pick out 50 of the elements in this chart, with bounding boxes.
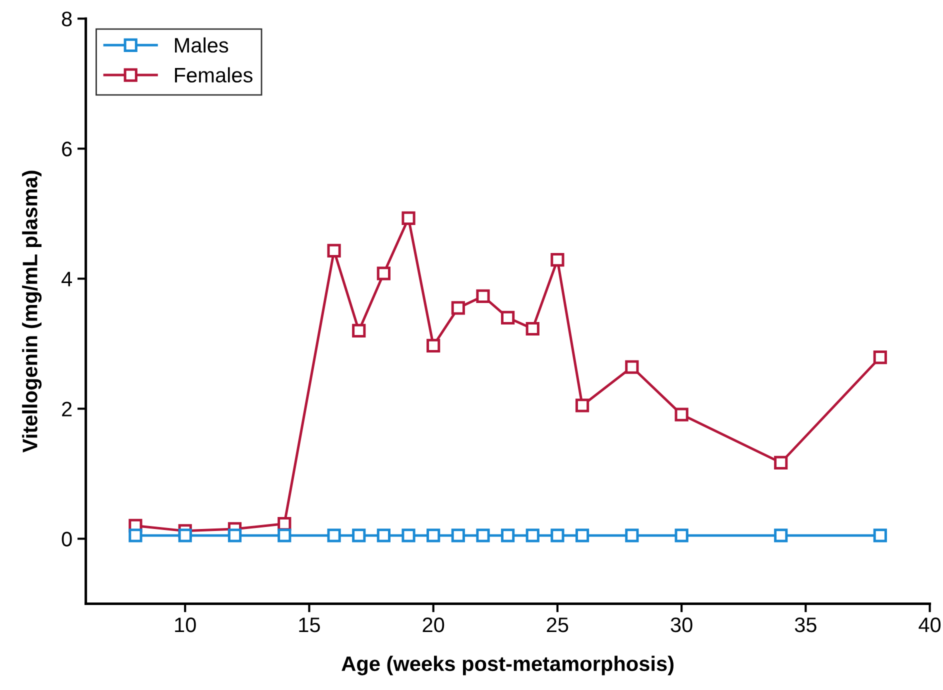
x-tick-label: 15 [299,618,320,632]
point [327,528,341,542]
point [228,528,242,542]
point [625,360,639,374]
y-tick-label: 4 [62,272,72,286]
point [501,310,515,324]
point [327,244,341,258]
x-tick-label: 20 [422,617,444,632]
point [873,528,887,542]
x-tick-label: 30 [670,617,692,632]
point [774,528,788,542]
legend-label: Females [175,67,252,83]
point [352,324,366,338]
point [451,528,465,542]
point [376,266,390,280]
point [550,528,564,542]
x-axis-title: Age (weeks post-metamorphosis) [342,656,674,676]
point [575,398,590,412]
point [625,528,639,542]
point [426,338,440,352]
point [575,528,590,542]
point [476,289,490,304]
point [674,408,688,422]
point [501,528,515,542]
point [178,528,192,542]
x-tick-label: 40 [918,617,941,632]
point [402,211,416,226]
point [873,350,887,364]
point [674,528,688,542]
point [402,528,416,542]
x-tick-label: 10 [175,617,196,632]
legend-label: Males [175,37,228,53]
point [426,528,440,542]
point [128,528,142,542]
point [774,456,788,470]
y-tick-label: 2 [62,402,72,416]
point [352,528,366,542]
point [476,528,490,542]
point [526,322,540,336]
y-tick-label: 0 [62,532,72,546]
x-tick-label: 25 [546,617,568,632]
y-tick-label: 6 [62,142,72,156]
y-axis-title: Vitellogenin (mg/mL plasma) [22,170,42,452]
point [278,528,292,542]
y-tick-label: 8 [62,12,72,26]
point [376,528,390,542]
point [550,253,564,267]
point [451,301,465,315]
x-tick-label: 35 [794,617,816,632]
point [526,528,540,542]
